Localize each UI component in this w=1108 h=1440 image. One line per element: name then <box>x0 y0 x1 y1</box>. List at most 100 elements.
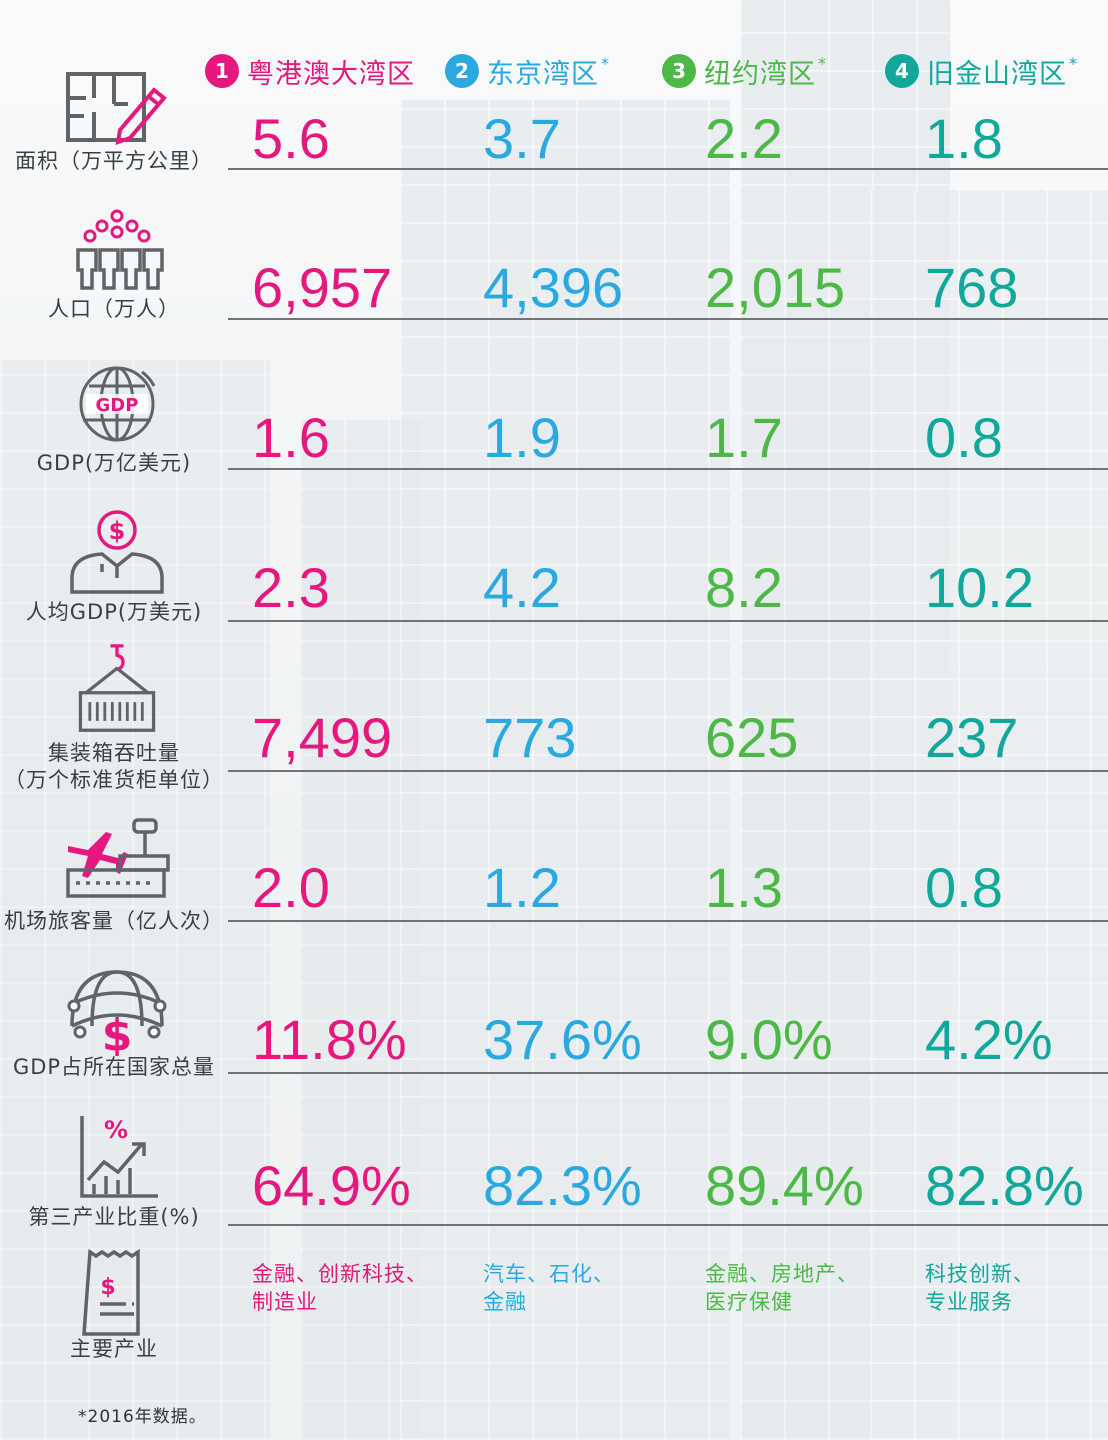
value-region-2: 1.9 <box>483 406 561 469</box>
value-region-2: 4.2 <box>483 556 561 619</box>
region-header-1: 1 粤港澳大湾区 <box>205 50 415 92</box>
industry-line: 科技创新、 <box>925 1262 1035 1286</box>
value-region-2: 37.6% <box>483 1008 642 1071</box>
value-region-1: 2.0 <box>252 856 330 919</box>
row-label: 集装箱吞吐量 <box>48 741 180 765</box>
row-gdp-per-capita: $ 人均GDP(万美元) 2.3 4.2 8.2 10.2 <box>0 472 1108 624</box>
footnote-star: * <box>818 53 826 73</box>
value-region-4: 82.8% <box>925 1154 1084 1217</box>
value-region-1: 5.6 <box>252 107 330 170</box>
industry-line: 金融、创新科技、 <box>252 1262 428 1286</box>
region-name: 粤港澳大湾区 <box>247 58 415 90</box>
value-region-1: 2.3 <box>252 556 330 619</box>
industry-line: 医疗保健 <box>705 1290 793 1314</box>
airport-icon <box>66 818 170 898</box>
value-region-3: 2,015 <box>705 256 846 319</box>
row-label: 第三产业比重(%) <box>28 1205 200 1229</box>
region-number-badge: 2 <box>445 54 479 88</box>
value-region-2: 3.7 <box>483 107 561 170</box>
people-icon <box>76 209 164 290</box>
floor-plan-icon <box>66 72 167 145</box>
gdp-globe-icon: GDP <box>79 366 156 442</box>
row-divider <box>228 770 1108 772</box>
value-region-2: 773 <box>483 706 577 769</box>
industries-region-4: 科技创新、 专业服务 <box>925 1260 1035 1316</box>
industry-line: 金融 <box>483 1290 527 1314</box>
industry-line: 制造业 <box>252 1290 318 1314</box>
row-label-sub: （万个标准货柜单位） <box>4 768 224 792</box>
region-header-4: 4 旧金山湾区 * <box>885 50 1077 92</box>
value-region-3: 89.4% <box>705 1154 864 1217</box>
region-name: 东京湾区 <box>487 58 599 90</box>
row-container-throughput: 集装箱吞吐量 （万个标准货柜单位） 7,499 773 625 237 <box>0 622 1108 792</box>
value-region-3: 2.2 <box>705 107 783 170</box>
industries-region-2: 汽车、石化、 金融 <box>483 1260 615 1316</box>
row-divider <box>228 620 1108 622</box>
region-name: 旧金山湾区 <box>927 58 1067 90</box>
region-name: 纽约湾区 <box>704 58 816 90</box>
row-divider <box>228 168 1108 170</box>
value-region-3: 625 <box>705 706 799 769</box>
receipt-dollar-icon: $ <box>82 1248 140 1336</box>
value-region-2: 82.3% <box>483 1154 642 1217</box>
value-region-3: 1.3 <box>705 856 783 919</box>
value-region-1: 6,957 <box>252 256 393 319</box>
industries-region-3: 金融、房地产、 医疗保健 <box>705 1260 859 1316</box>
row-label: 人口（万人） <box>48 297 180 321</box>
globe-dollar-icon: $ <box>67 970 167 1056</box>
svg-text:%: % <box>104 1116 128 1144</box>
region-number-badge: 4 <box>885 54 919 88</box>
region-header-3: 3 纽约湾区 * <box>662 50 826 92</box>
region-header-2: 2 东京湾区 * <box>445 50 609 92</box>
value-region-3: 9.0% <box>705 1008 833 1071</box>
value-region-1: 7,499 <box>252 706 393 769</box>
row-divider <box>228 1224 1108 1226</box>
row-label: 主要产业 <box>70 1337 158 1361</box>
row-label: 面积（万平方公里） <box>15 149 213 173</box>
svg-text:GDP: GDP <box>96 395 139 416</box>
container-crane-icon <box>78 644 156 732</box>
industry-line: 汽车、石化、 <box>483 1262 615 1286</box>
row-divider <box>228 920 1108 922</box>
value-region-4: 10.2 <box>925 556 1034 619</box>
row-divider <box>228 468 1108 470</box>
industry-line: 金融、房地产、 <box>705 1262 859 1286</box>
region-number-badge: 1 <box>205 54 239 88</box>
value-region-3: 1.7 <box>705 406 783 469</box>
row-divider <box>228 318 1108 320</box>
row-label: 机场旅客量（亿人次） <box>4 909 224 933</box>
row-label: 人均GDP(万美元) <box>25 600 203 624</box>
value-region-1: 11.8% <box>252 1008 407 1071</box>
footnote-star: * <box>1069 53 1077 73</box>
value-region-4: 768 <box>925 256 1019 319</box>
row-airport-passengers: 机场旅客量（亿人次） 2.0 1.2 1.3 0.8 <box>0 772 1108 933</box>
svg-text:$: $ <box>100 1275 115 1300</box>
value-region-4: 1.8 <box>925 107 1003 170</box>
value-region-4: 0.8 <box>925 406 1003 469</box>
row-label: GDP占所在国家总量 <box>12 1055 216 1079</box>
footnote: *2016年数据。 <box>78 1407 207 1427</box>
value-region-4: 0.8 <box>925 856 1003 919</box>
row-area: 面积（万平方公里） 5.6 3.7 2.2 1.8 <box>0 20 1108 173</box>
svg-text:$: $ <box>109 517 126 545</box>
industries-region-1: 金融、创新科技、 制造业 <box>252 1260 428 1316</box>
footnote-star: * <box>601 53 609 73</box>
value-region-4: 237 <box>925 706 1019 769</box>
row-main-industries: $ 主要产业 金融、创新科技、 制造业 汽车、石化、 金融 金融、房地产、 医疗… <box>0 1238 1108 1378</box>
row-gdp: GDP GDP(万亿美元) 1.6 1.9 1.7 0.8 <box>0 320 1108 475</box>
value-region-1: 1.6 <box>252 406 330 469</box>
person-dollar-icon: $ <box>70 510 164 594</box>
value-region-1: 64.9% <box>252 1154 411 1217</box>
industry-line: 专业服务 <box>925 1290 1013 1314</box>
value-region-4: 4.2% <box>925 1008 1053 1071</box>
svg-text:$: $ <box>102 1010 133 1056</box>
value-region-2: 1.2 <box>483 856 561 919</box>
row-gdp-share: $ GDP占所在国家总量 11.8% 37.6% 9.0% 4.2% <box>0 924 1108 1079</box>
row-tertiary-industry: % 第三产业比重(%) 64.9% 82.3% 89.4% 82.8% <box>0 1076 1108 1229</box>
row-label: GDP(万亿美元) <box>36 451 192 475</box>
region-number-badge: 3 <box>662 54 696 88</box>
percent-growth-chart-icon: % <box>80 1116 158 1198</box>
value-region-2: 4,396 <box>483 256 624 319</box>
value-region-3: 8.2 <box>705 556 783 619</box>
row-population: 人口（万人） 6,957 4,396 2,015 768 <box>0 170 1108 321</box>
